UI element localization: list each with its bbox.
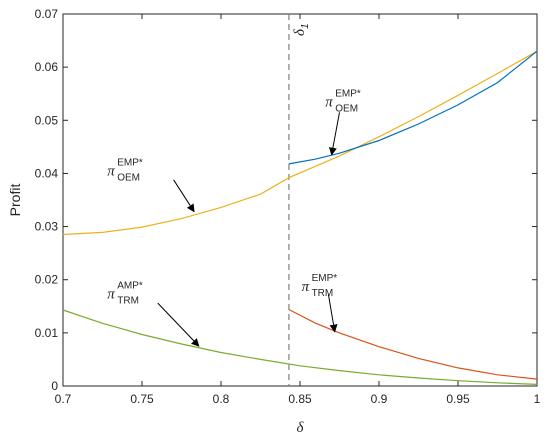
- y-tick-label: 0.04: [35, 166, 59, 180]
- series-line-green: [62, 309, 538, 385]
- annotation-trm-emp-sup: EMP*: [312, 273, 338, 284]
- x-axis-label: δ: [297, 420, 305, 436]
- y-tick-label: 0.06: [35, 60, 59, 74]
- y-tick-label: 0.07: [35, 7, 59, 21]
- annotation-trm-amp: π: [107, 287, 115, 303]
- annotation-trm-amp-sup: AMP*: [117, 281, 143, 292]
- y-tick-label: 0.03: [35, 220, 59, 234]
- annotation-trm-emp: π: [302, 279, 310, 295]
- y-tick-label: 0: [51, 379, 58, 393]
- y-axis-label: Profit: [7, 184, 23, 217]
- series-line-blue: [288, 50, 538, 165]
- x-tick-label: 0.9: [371, 392, 388, 406]
- annotation-oem-emp-upper: π: [325, 94, 333, 110]
- series-line-orange: [62, 50, 538, 236]
- annotation-oem-emp-upper-sub: OEM: [335, 103, 358, 114]
- series-line-red: [288, 308, 538, 380]
- y-tick-label: 0.05: [35, 113, 59, 127]
- x-tick-label: 0.85: [288, 392, 312, 406]
- x-tick-label: 0.8: [213, 392, 230, 406]
- annotation-arrow-oem-emp: [173, 179, 195, 213]
- annotation-oem-emp-sub: OEM: [117, 172, 140, 183]
- annotation-oem-emp: π: [107, 163, 115, 179]
- annotation-arrow-trm-amp: [157, 302, 200, 347]
- annotation-oem-emp-sup: EMP*: [117, 157, 143, 168]
- x-tick-label: 1: [534, 392, 541, 406]
- y-tick-label: 0.01: [35, 326, 59, 340]
- plot-frame: [62, 13, 538, 387]
- delta1-label: δ1: [292, 23, 311, 36]
- x-tick-label: 0.95: [446, 392, 470, 406]
- annotation-trm-amp-sub: TRM: [117, 296, 139, 307]
- x-tick-label: 0.7: [55, 392, 72, 406]
- annotation-arrow-oem-emp-upper: [328, 112, 340, 156]
- x-tick-label: 0.75: [130, 392, 154, 406]
- annotation-trm-emp-sub: TRM: [312, 288, 334, 299]
- y-tick-label: 0.02: [35, 273, 59, 287]
- annotation-oem-emp-upper-sup: EMP*: [335, 88, 361, 99]
- annotation-arrow-trm-emp: [327, 294, 338, 333]
